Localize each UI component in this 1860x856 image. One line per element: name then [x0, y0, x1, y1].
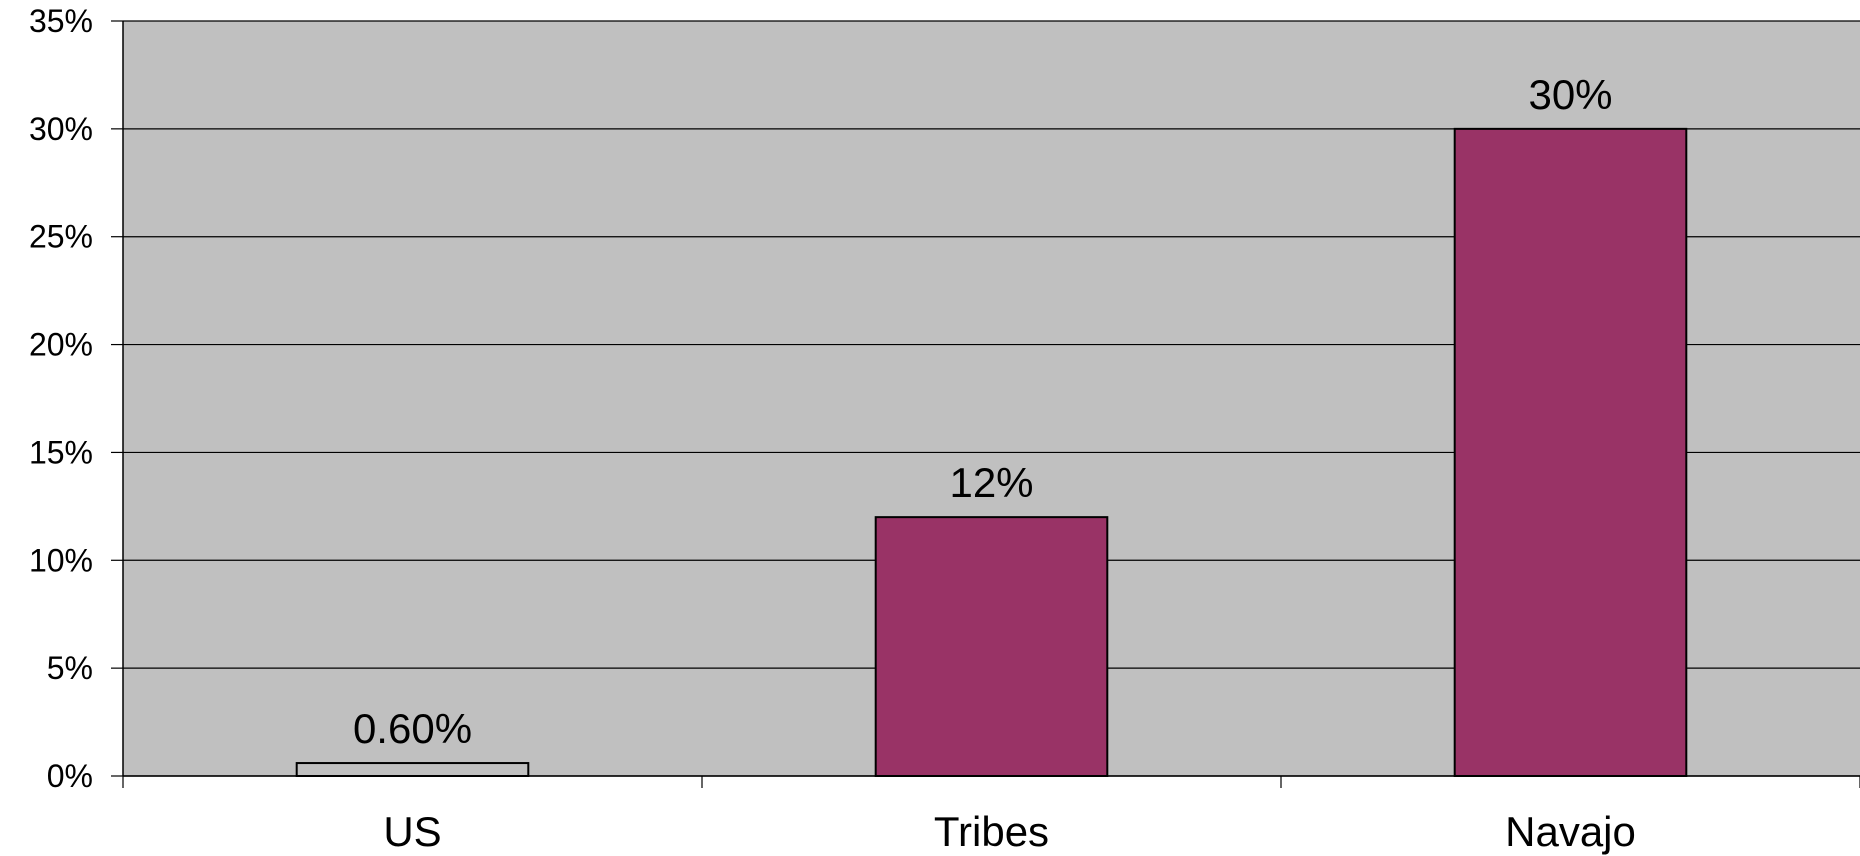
y-tick-label: 0%	[47, 758, 93, 794]
y-tick-label: 20%	[29, 327, 93, 363]
bar-tribes	[874, 516, 1109, 778]
y-tick-label: 35%	[29, 3, 93, 39]
y-tick-label: 25%	[29, 219, 93, 255]
y-tick-label: 10%	[29, 542, 93, 578]
x-axis: US Tribes Navajo	[122, 775, 1860, 855]
y-axis: 0% 5% 10% 15% 20% 25% 30% 35%	[29, 3, 124, 794]
data-labels: 0.60% 12% 30%	[353, 71, 1613, 752]
data-label: 12%	[949, 459, 1033, 506]
y-tick-label: 5%	[47, 650, 93, 686]
bar-navajo	[1453, 127, 1688, 778]
category-label: Navajo	[1505, 808, 1636, 855]
category-label: US	[383, 808, 441, 855]
y-tick-label: 30%	[29, 111, 93, 147]
data-label: 30%	[1528, 71, 1612, 118]
category-label: Tribes	[934, 808, 1049, 855]
data-label: 0.60%	[353, 705, 472, 752]
y-tick-label: 15%	[29, 434, 93, 470]
bar-us	[295, 762, 530, 777]
